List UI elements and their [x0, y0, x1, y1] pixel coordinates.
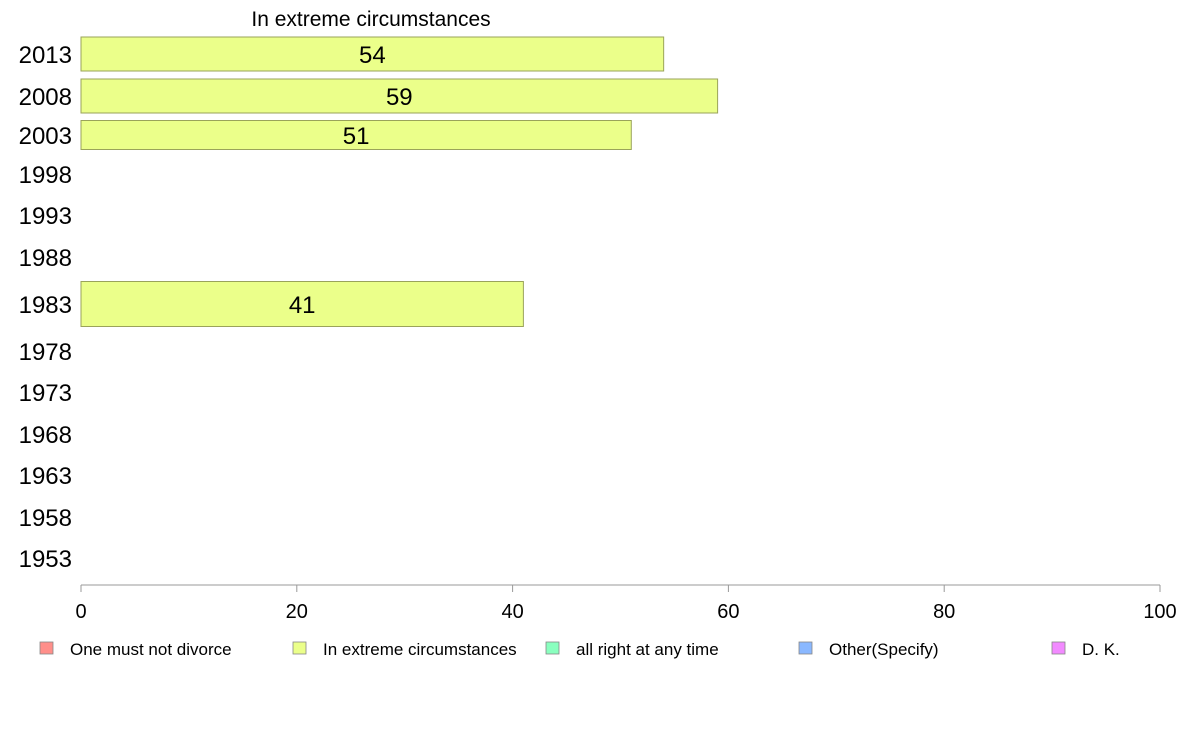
category-label: 1953	[19, 546, 72, 573]
category-label: 2003	[19, 123, 72, 150]
x-tick-label: 80	[933, 601, 955, 623]
chart-title: In extreme circumstances	[251, 8, 490, 31]
bar	[80, 78, 719, 114]
bar	[80, 281, 524, 327]
category-label: 1963	[19, 463, 72, 490]
legend-swatch	[292, 641, 307, 655]
category-label: 1958	[19, 505, 72, 532]
bar-value-label: 41	[289, 292, 316, 319]
bar	[80, 36, 665, 72]
x-tick-label: 100	[1143, 601, 1176, 623]
legend-label: In extreme circumstances	[323, 640, 517, 659]
x-tick-label: 20	[286, 601, 308, 623]
category-label: 1973	[19, 380, 72, 407]
legend-label: all right at any time	[576, 640, 719, 659]
bar-value-label: 51	[343, 123, 370, 150]
legend-label: One must not divorce	[70, 640, 232, 659]
bar-value-label: 59	[386, 84, 413, 111]
x-axis: 0 20 40 60 80 100	[75, 584, 1177, 623]
category-label: 1968	[19, 422, 72, 449]
category-label: 2013	[19, 42, 72, 69]
x-tick-label: 0	[75, 601, 86, 623]
legend-label: Other(Specify)	[829, 640, 939, 659]
legend-swatch	[39, 641, 54, 655]
legend-swatch	[1051, 641, 1066, 655]
category-label: 1983	[19, 292, 72, 319]
category-label: 2008	[19, 84, 72, 111]
bar-value-label: 54	[359, 42, 386, 69]
category-label: 1988	[19, 245, 72, 272]
bar	[80, 120, 632, 150]
category-label: 1993	[19, 203, 72, 230]
legend-label: D. K.	[1082, 640, 1120, 659]
legend-swatch	[798, 641, 813, 655]
legend-swatch	[545, 641, 560, 655]
x-tick-label: 40	[501, 601, 523, 623]
category-labels: 2013 2008 2003 1998 1993 1988 1983 1978 1973 1968…	[19, 42, 72, 573]
legend: One must not divorce In extreme circumsta…	[39, 640, 1120, 659]
x-tick-label: 60	[717, 601, 739, 623]
category-label: 1978	[19, 339, 72, 366]
category-label: 1998	[19, 162, 72, 189]
